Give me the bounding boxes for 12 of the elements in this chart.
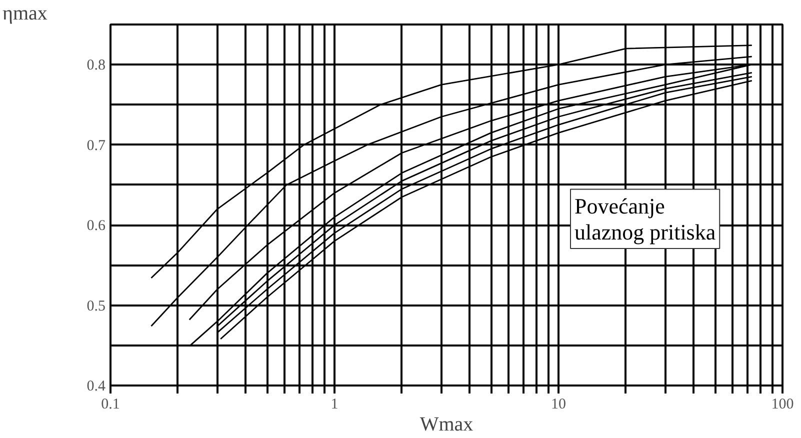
annotation: Povećanje ulaznog pritiska (574, 193, 716, 244)
y-tick-label: 0.6 (86, 218, 106, 234)
y-tick-label: 0.8 (86, 58, 106, 74)
y-tick-label: 0.5 (86, 298, 106, 314)
x-tick-label: 0.1 (101, 396, 120, 412)
x-tick-label: 1 (330, 396, 338, 412)
y-axis-title: ηmax (2, 2, 48, 24)
y-tick-label: 0.7 (86, 138, 106, 154)
x-axis-title: Wmax (420, 414, 474, 436)
y-tick-label: 0.4 (86, 378, 106, 394)
x-tick-label: 100 (771, 396, 794, 412)
x-tick-label: 10 (551, 396, 566, 412)
